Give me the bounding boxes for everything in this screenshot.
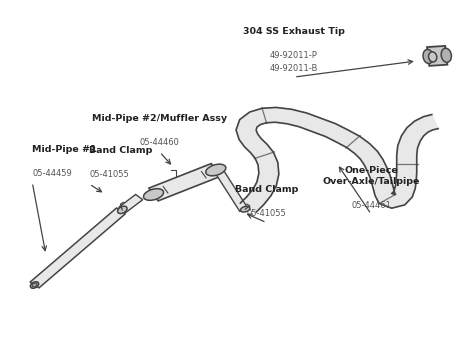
Polygon shape [30,208,126,288]
Text: 05-41055: 05-41055 [246,209,286,218]
Ellipse shape [441,48,451,62]
Polygon shape [214,168,248,211]
Text: One-Piece
Over-Axle/Tailpipe: One-Piece Over-Axle/Tailpipe [322,166,420,186]
Polygon shape [427,46,447,66]
Polygon shape [149,164,220,201]
Ellipse shape [30,282,39,288]
Ellipse shape [428,52,437,62]
Polygon shape [119,194,143,212]
Text: Band Clamp: Band Clamp [235,185,298,194]
Text: 304 SS Exhaust Tip: 304 SS Exhaust Tip [243,27,345,36]
Text: 05-44461: 05-44461 [351,201,391,210]
Ellipse shape [144,189,164,200]
Text: 05-44459: 05-44459 [32,169,72,178]
Polygon shape [236,107,438,212]
Text: 05-41055: 05-41055 [89,171,129,179]
Text: 49-92011-B: 49-92011-B [270,64,318,73]
Text: 05-44460: 05-44460 [140,138,180,147]
Text: Mid-Pipe #2/Muffler Assy: Mid-Pipe #2/Muffler Assy [92,114,227,123]
Text: Mid-Pipe #1: Mid-Pipe #1 [32,145,97,154]
Text: Band Clamp: Band Clamp [89,146,153,155]
Text: 49-92011-P: 49-92011-P [270,51,318,60]
Ellipse shape [206,164,226,176]
Ellipse shape [32,283,37,287]
Ellipse shape [240,206,250,212]
Ellipse shape [423,49,433,64]
Ellipse shape [118,206,127,213]
